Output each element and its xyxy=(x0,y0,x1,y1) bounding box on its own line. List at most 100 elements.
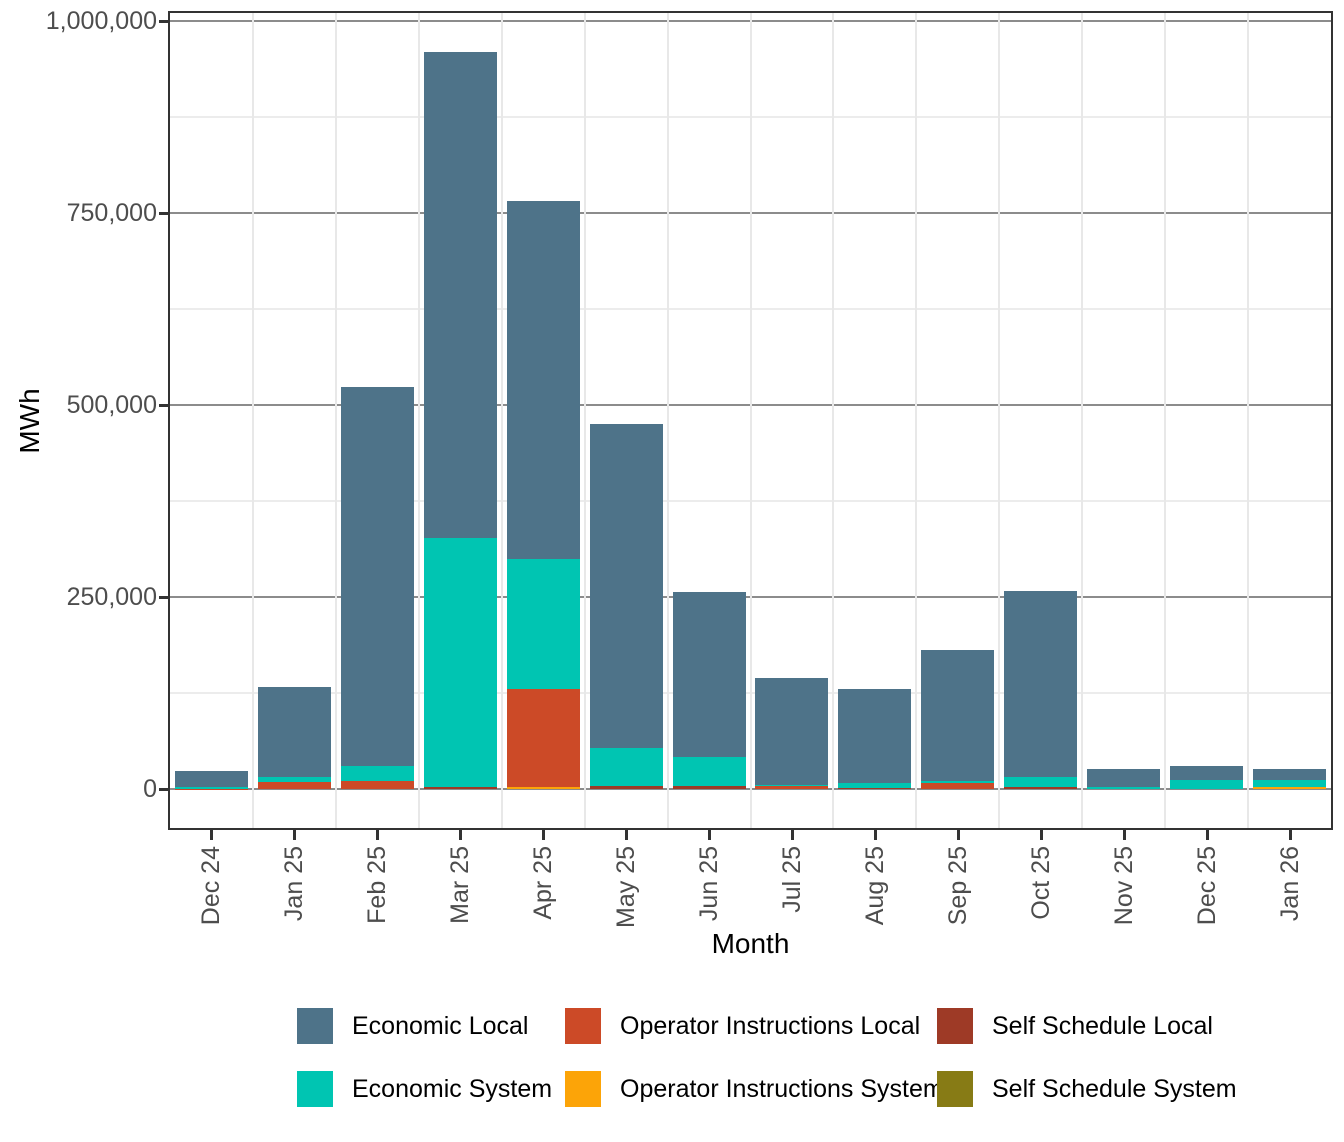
bar-segment xyxy=(174,770,248,788)
bar-segment xyxy=(1170,780,1244,789)
x-tick-mark xyxy=(790,830,794,840)
vertical-gridline xyxy=(417,13,420,828)
bar-segment xyxy=(1087,769,1161,787)
x-tick-mark xyxy=(376,830,380,840)
vertical-gridline xyxy=(666,13,669,828)
bar-segment xyxy=(755,678,829,785)
vertical-gridline xyxy=(1081,13,1084,828)
bar-segment xyxy=(1004,590,1078,778)
vertical-gridline xyxy=(915,13,918,828)
bar-segment xyxy=(257,782,331,789)
y-tick-mark xyxy=(159,20,169,23)
bar-segment xyxy=(506,558,580,690)
x-tick-label: Aug 25 xyxy=(860,846,889,926)
y-tick-label: 750,000 xyxy=(66,199,157,227)
bar-segment xyxy=(257,686,331,778)
bar-segment xyxy=(174,787,248,789)
x-tick-label: Dec 25 xyxy=(1192,846,1221,926)
x-tick-mark xyxy=(708,830,712,840)
legend-label: Self Schedule System xyxy=(992,1075,1237,1103)
y-tick-label: 500,000 xyxy=(66,391,157,419)
bar-segment xyxy=(506,200,580,559)
bar-segment xyxy=(1253,779,1327,787)
bar-segment xyxy=(838,787,912,789)
bar-segment xyxy=(257,777,331,783)
bar-segment xyxy=(921,781,995,784)
vertical-gridline xyxy=(1164,13,1167,828)
x-tick-mark xyxy=(459,830,463,840)
legend-key-swatch xyxy=(565,1008,601,1044)
x-tick-mark xyxy=(1039,830,1043,840)
vertical-gridline xyxy=(749,13,752,828)
bar-segment xyxy=(1004,777,1078,787)
bar-segment xyxy=(755,784,829,787)
x-tick-label: Jun 25 xyxy=(695,846,724,922)
x-tick-label: Jul 25 xyxy=(777,846,806,913)
bar-segment xyxy=(755,786,829,789)
legend-label: Economic System xyxy=(352,1075,553,1103)
x-tick-label: Mar 25 xyxy=(446,846,475,924)
x-tick-mark xyxy=(210,830,214,840)
vertical-gridline xyxy=(998,13,1001,828)
y-tick-label: 1,000,000 xyxy=(45,7,157,35)
bar-segment xyxy=(423,786,497,789)
bar-segment xyxy=(672,785,746,789)
x-tick-label: May 25 xyxy=(612,846,641,928)
bar-segment xyxy=(1253,769,1327,780)
vertical-gridline xyxy=(251,13,254,828)
legend-label: Self Schedule Local xyxy=(992,1012,1213,1040)
x-tick-label: Sep 25 xyxy=(943,846,972,926)
legend-key-swatch xyxy=(937,1071,973,1107)
bar-segment xyxy=(589,424,663,748)
bar-segment xyxy=(672,592,746,757)
vertical-gridline xyxy=(1247,13,1250,828)
x-tick-label: Nov 25 xyxy=(1109,846,1138,926)
x-axis-title: Month xyxy=(711,928,790,959)
bar-segment xyxy=(589,747,663,786)
y-tick-mark xyxy=(159,788,169,791)
x-tick-label: Oct 25 xyxy=(1026,846,1055,920)
bar-segment xyxy=(672,756,746,786)
x-tick-label: Jan 26 xyxy=(1275,846,1304,922)
bar-segment xyxy=(1170,765,1244,781)
bar-segment xyxy=(838,689,912,783)
bar-segment xyxy=(423,51,497,538)
bar-segment xyxy=(1087,786,1161,789)
x-tick-mark xyxy=(293,830,297,840)
bar-segment xyxy=(921,783,995,789)
bar-segment xyxy=(589,785,663,789)
vertical-gridline xyxy=(500,13,503,828)
x-tick-label: Feb 25 xyxy=(363,846,392,924)
bar-segment xyxy=(423,537,497,787)
x-tick-mark xyxy=(625,830,629,840)
legend-label: Operator Instructions System xyxy=(620,1075,944,1103)
y-tick-label: 250,000 xyxy=(66,583,157,611)
bar-segment xyxy=(1253,786,1327,789)
bar-segment xyxy=(340,387,414,766)
plot-panel xyxy=(168,11,1333,830)
bar-segment xyxy=(1004,786,1078,789)
x-tick-label: Apr 25 xyxy=(529,846,558,920)
y-tick-mark xyxy=(159,212,169,215)
legend-key-swatch xyxy=(297,1071,333,1107)
bar-segment xyxy=(174,788,248,790)
vertical-gridline xyxy=(334,13,337,828)
legend-label: Operator Instructions Local xyxy=(620,1012,921,1040)
x-tick-mark xyxy=(873,830,877,840)
x-tick-mark xyxy=(542,830,546,840)
legend-key-swatch xyxy=(565,1071,601,1107)
legend-label: Economic Local xyxy=(352,1012,529,1040)
vertical-gridline xyxy=(583,13,586,828)
vertical-gridline xyxy=(832,13,835,828)
y-tick-mark xyxy=(159,596,169,599)
bar-segment xyxy=(838,782,912,788)
x-tick-label: Jan 25 xyxy=(280,846,309,922)
x-tick-label: Dec 24 xyxy=(197,846,226,926)
y-tick-label: 0 xyxy=(143,775,157,803)
y-axis-title: MWh xyxy=(14,387,45,454)
bar-segment xyxy=(921,649,995,782)
bar-segment xyxy=(506,787,580,789)
legend-key-swatch xyxy=(937,1008,973,1044)
x-tick-mark xyxy=(1205,830,1209,840)
